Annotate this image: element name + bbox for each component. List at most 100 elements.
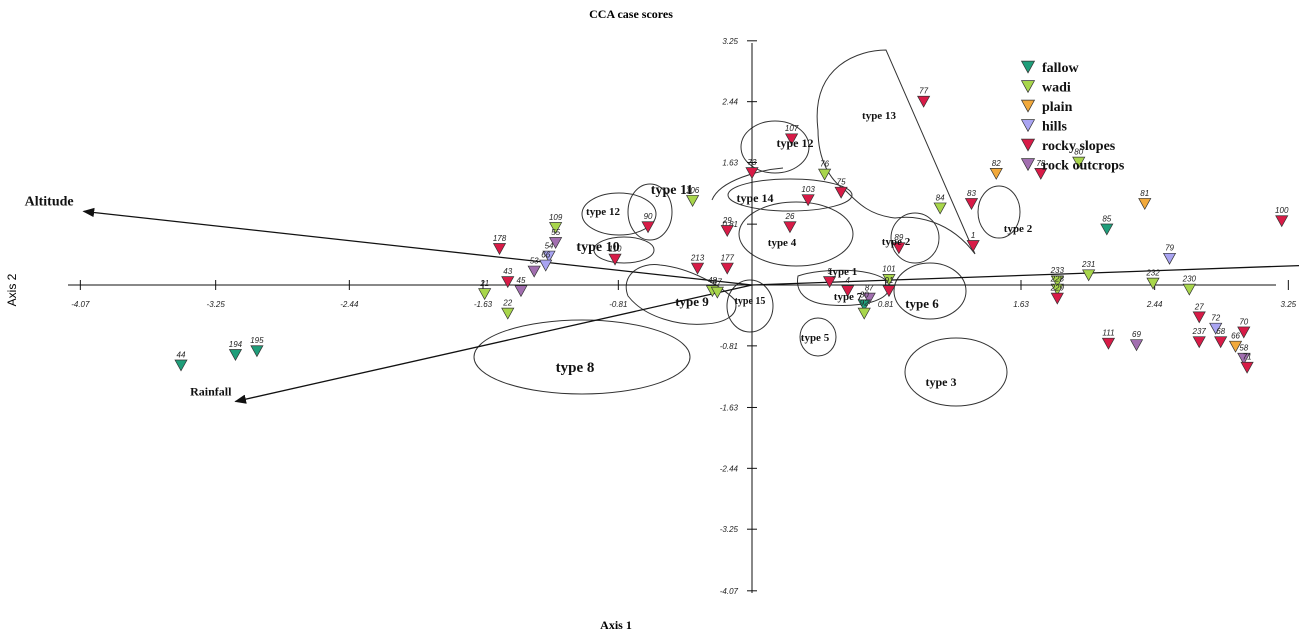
vector-label: Rainfall <box>190 384 232 398</box>
data-point <box>818 168 832 181</box>
point-label: 76 <box>820 160 829 169</box>
group-label: type 15 <box>735 296 766 307</box>
legend-marker <box>1020 60 1036 74</box>
point-label: 109 <box>549 213 563 222</box>
point-label: 231 <box>1081 260 1095 269</box>
data-point <box>542 250 556 263</box>
point-label: 230 <box>1182 275 1197 284</box>
data-point <box>501 307 515 320</box>
data-point <box>1072 156 1086 169</box>
point-label: 213 <box>690 253 705 262</box>
data-point <box>989 168 1003 180</box>
x-tick-label: 0.81 <box>878 300 894 309</box>
point-label: 87 <box>865 284 874 293</box>
data-point <box>1214 336 1228 349</box>
y-tick-label: -1.63 <box>720 403 739 412</box>
environmental-vectors: Altitudeland formRainfall <box>25 194 1299 404</box>
point-label: 82 <box>992 159 1001 168</box>
data-point <box>685 195 700 207</box>
point-label: 83 <box>967 189 976 198</box>
point-label: 80 <box>1074 148 1083 157</box>
group-label: type 6 <box>905 296 939 311</box>
data-point <box>720 262 734 275</box>
data-point <box>1138 198 1152 210</box>
group-label: type 1 <box>829 266 857 278</box>
point-label: 1 <box>971 231 975 240</box>
legend-marker <box>1020 138 1036 152</box>
data-point <box>1050 292 1064 305</box>
point-label: 232 <box>1145 268 1160 277</box>
data-point <box>857 299 871 312</box>
point-label: 177 <box>721 253 735 262</box>
point-label: 101 <box>882 265 895 274</box>
legend-marker <box>1020 99 1036 113</box>
legend-label: rock outcrops <box>1042 159 1125 174</box>
data-point <box>1192 336 1206 349</box>
data-point <box>514 285 528 298</box>
x-tick-label: -2.44 <box>340 300 359 309</box>
legend-label: fallow <box>1042 61 1079 76</box>
point-label: 75 <box>837 178 846 187</box>
data-point <box>801 194 815 207</box>
point-label: 77 <box>919 87 928 96</box>
y-tick-label: -4.07 <box>720 587 739 596</box>
point-label: 54 <box>545 241 554 250</box>
group-label: type 4 <box>768 237 797 249</box>
x-tick-label: -3.25 <box>207 300 226 309</box>
point-label: 58 <box>1239 344 1248 353</box>
group-label: type 14 <box>737 191 774 205</box>
point-label: 107 <box>785 124 799 133</box>
point-label: 90 <box>644 212 653 221</box>
data-point <box>1082 269 1096 282</box>
data-point <box>783 221 797 234</box>
y-tick-label: 3.25 <box>722 37 738 46</box>
point-label: 78 <box>1036 159 1045 168</box>
x-tick-label: 3.25 <box>1281 300 1297 309</box>
point-label: 106 <box>686 186 700 195</box>
point-label: 68 <box>1216 327 1225 336</box>
legend: fallow wadi plain hills rocky slopes rock out… <box>1020 60 1125 174</box>
point-label: 73 <box>748 158 757 167</box>
data-point <box>501 276 515 289</box>
legend-label: plain <box>1042 100 1073 115</box>
point-label: 27 <box>1194 302 1204 311</box>
group-boundary <box>625 264 737 325</box>
vector-arrow <box>234 284 753 404</box>
data-point <box>745 167 759 180</box>
point-label: 229 <box>1050 284 1065 293</box>
point-label: 26 <box>785 212 795 221</box>
x-tick-label: -4.07 <box>71 300 90 309</box>
data-point <box>1034 168 1048 180</box>
group-boundary <box>799 317 837 357</box>
x-tick-label: -0.81 <box>609 300 627 309</box>
data-point <box>857 307 871 320</box>
point-label: 55 <box>551 228 560 237</box>
data-point <box>882 285 896 298</box>
data-point <box>710 286 724 299</box>
point-label: 84 <box>936 193 945 202</box>
point-label: 195 <box>250 336 264 345</box>
y-tick-label: -2.44 <box>720 464 739 473</box>
data-point <box>933 202 947 215</box>
point-label: 48 <box>708 276 717 285</box>
data-point <box>917 95 931 108</box>
group-boundary <box>593 236 655 264</box>
legend-marker <box>1020 119 1036 133</box>
data-point <box>228 349 243 361</box>
data-point <box>690 262 705 275</box>
group-label: type 11 <box>651 183 693 198</box>
point-label: 30 <box>860 290 869 299</box>
vector-arrow <box>82 207 753 286</box>
group-label: type 5 <box>801 332 830 344</box>
legend-label: rocky slopes <box>1042 139 1116 154</box>
group-boundary <box>890 212 940 264</box>
group-boundary <box>627 183 673 241</box>
legend-label: wadi <box>1042 81 1071 96</box>
point-label: 91 <box>885 276 894 285</box>
group-boundary <box>738 201 854 267</box>
data-point <box>641 221 655 234</box>
group-boundary <box>473 319 691 395</box>
point-label: 85 <box>1102 214 1111 223</box>
data-point <box>1237 326 1251 339</box>
